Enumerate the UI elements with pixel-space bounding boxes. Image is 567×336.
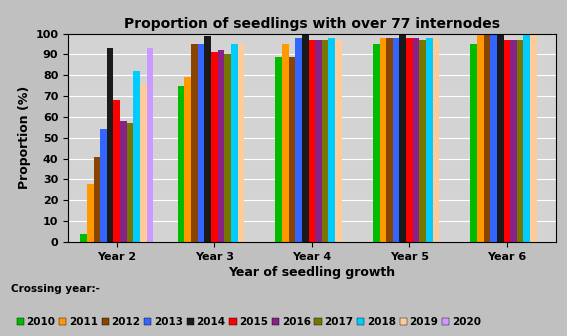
Bar	[433, 38, 439, 242]
Bar	[510, 40, 517, 242]
Bar	[308, 40, 315, 242]
Bar	[225, 54, 231, 242]
Bar	[204, 36, 211, 242]
Bar	[178, 86, 184, 242]
Bar	[191, 44, 198, 242]
Bar	[328, 38, 335, 242]
Bar	[211, 52, 218, 242]
Bar	[497, 34, 503, 242]
Bar	[413, 38, 420, 242]
Bar	[315, 40, 322, 242]
Y-axis label: Proportion (%): Proportion (%)	[18, 86, 31, 190]
Bar	[335, 40, 342, 242]
Bar	[426, 38, 433, 242]
Bar	[295, 38, 302, 242]
Bar	[477, 34, 484, 242]
Bar	[420, 40, 426, 242]
X-axis label: Year of seedling growth: Year of seedling growth	[229, 266, 395, 279]
Bar	[81, 234, 87, 242]
Bar	[94, 157, 100, 242]
Bar	[322, 40, 328, 242]
Bar	[147, 48, 153, 242]
Bar	[379, 38, 386, 242]
Bar	[503, 40, 510, 242]
Bar	[87, 183, 94, 242]
Bar	[276, 56, 282, 242]
Bar	[127, 123, 133, 242]
Bar	[133, 71, 140, 242]
Bar	[100, 129, 107, 242]
Bar	[289, 56, 295, 242]
Bar	[218, 50, 225, 242]
Bar	[282, 44, 289, 242]
Bar	[238, 44, 244, 242]
Bar	[523, 34, 530, 242]
Bar	[184, 77, 191, 242]
Bar	[231, 44, 238, 242]
Bar	[120, 121, 127, 242]
Bar	[302, 34, 308, 242]
Bar	[393, 38, 399, 242]
Text: Crossing year:-: Crossing year:-	[11, 284, 100, 294]
Bar	[517, 40, 523, 242]
Bar	[386, 38, 393, 242]
Bar	[406, 38, 413, 242]
Bar	[471, 44, 477, 242]
Bar	[399, 34, 406, 242]
Bar	[373, 44, 379, 242]
Bar	[490, 34, 497, 242]
Legend: 2010, 2011, 2012, 2013, 2014, 2015, 2016, 2017, 2018, 2019, 2020: 2010, 2011, 2012, 2013, 2014, 2015, 2016…	[16, 318, 481, 327]
Bar	[107, 48, 113, 242]
Bar	[484, 34, 490, 242]
Bar	[530, 34, 537, 242]
Bar	[113, 100, 120, 242]
Bar	[198, 44, 204, 242]
Title: Proportion of seedlings with over 77 internodes: Proportion of seedlings with over 77 int…	[124, 17, 500, 31]
Bar	[140, 84, 147, 242]
